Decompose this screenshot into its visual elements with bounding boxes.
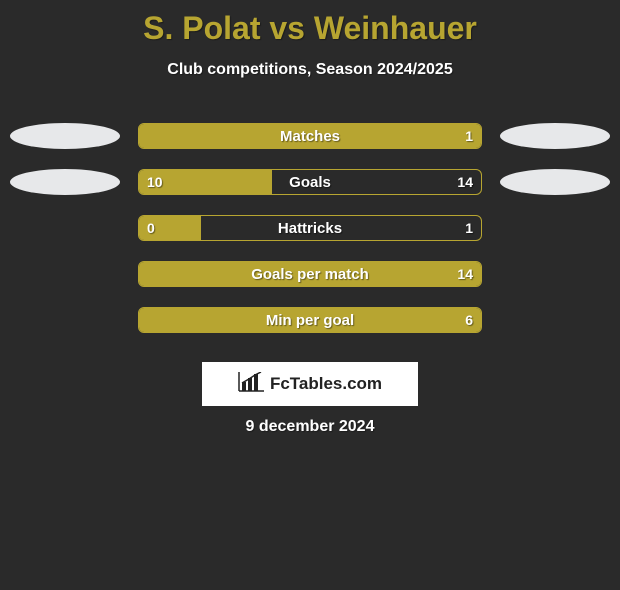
value-right: 1 — [465, 124, 473, 148]
bar-label: Hattricks — [139, 216, 481, 240]
bar-label: Goals per match — [139, 262, 481, 286]
chart-row: 0 Hattricks 1 — [10, 215, 610, 241]
bar: Goals per match 14 — [138, 261, 482, 287]
page-subtitle: Club competitions, Season 2024/2025 — [0, 61, 620, 79]
date-text: 9 december 2024 — [0, 418, 620, 436]
bar: Matches 1 — [138, 123, 482, 149]
value-right: 14 — [457, 262, 473, 286]
value-right: 14 — [457, 170, 473, 194]
value-right: 6 — [465, 308, 473, 332]
logo-text: FcTables.com — [270, 374, 382, 394]
bar: 0 Hattricks 1 — [138, 215, 482, 241]
player-left-marker — [10, 123, 120, 149]
player-left-marker — [10, 169, 120, 195]
player-right-marker — [500, 169, 610, 195]
bar-label: Goals — [139, 170, 481, 194]
fctables-logo: FcTables.com — [202, 362, 418, 406]
chart-row: Goals per match 14 — [10, 261, 610, 287]
chart-row: 10 Goals 14 — [10, 169, 610, 195]
page-title: S. Polat vs Weinhauer — [0, 10, 620, 47]
player-right-marker — [500, 123, 610, 149]
chart-row: Matches 1 — [10, 123, 610, 149]
comparison-chart: Matches 1 10 Goals 14 0 Hattricks 1 Goal… — [10, 123, 610, 353]
bar-chart-icon — [238, 372, 264, 397]
chart-row: Min per goal 6 — [10, 307, 610, 333]
value-right: 1 — [465, 216, 473, 240]
bar: 10 Goals 14 — [138, 169, 482, 195]
bar-label: Matches — [139, 124, 481, 148]
bar-label: Min per goal — [139, 308, 481, 332]
bar: Min per goal 6 — [138, 307, 482, 333]
